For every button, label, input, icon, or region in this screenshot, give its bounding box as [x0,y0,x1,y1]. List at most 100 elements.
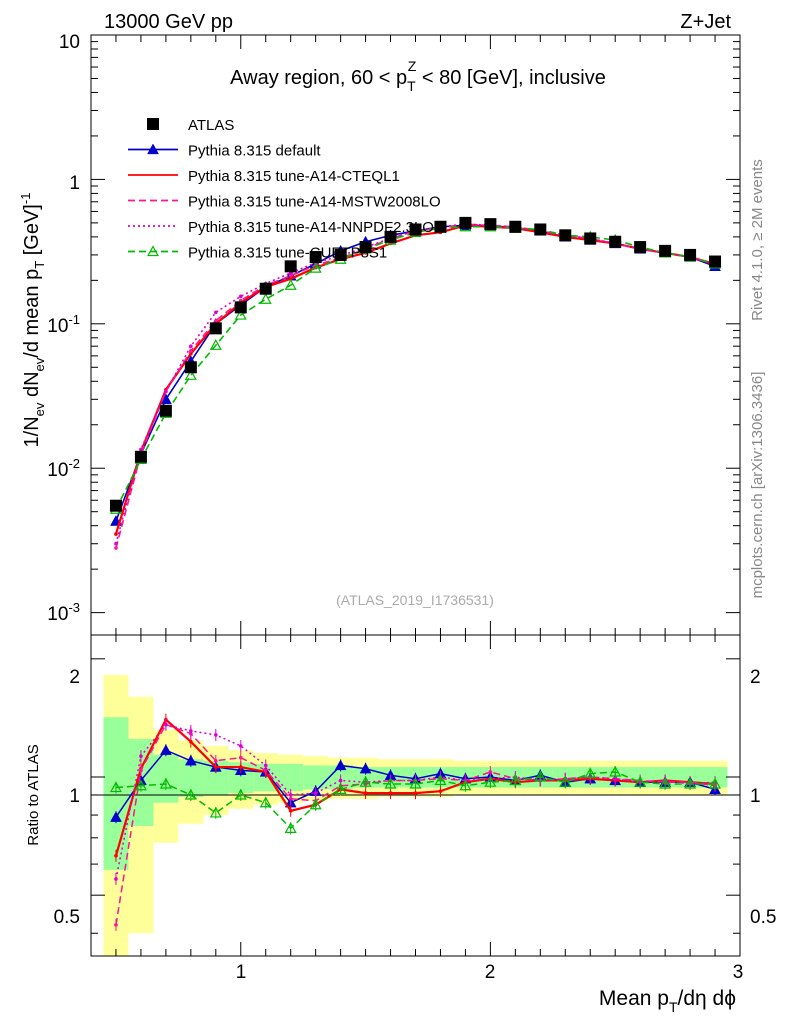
ratio-point-4-18 [559,775,572,787]
legend-label-0: ATLAS [188,117,234,134]
main-point-0-9 [334,248,347,261]
main-series-layer [109,216,722,550]
main-point-5-3 [184,369,197,380]
ratio-point-1-13 [438,789,443,794]
main-series-3 [114,222,717,550]
main-point-0-0 [109,499,122,512]
main-point-0-8 [309,251,322,264]
ratio-point-3-1 [139,754,143,758]
legend-entry-2: Pythia 8.315 tune-A14-CTEQL1 [128,168,400,185]
ratio-point-0-10 [359,762,372,774]
ratio-point-1-12 [413,791,418,795]
main-point-0-14 [459,216,472,229]
main-point-0-13 [434,220,447,233]
main-point-0-15 [484,218,497,231]
legend-entry-3: Pythia 8.315 tune-A14-MSTW2008LO [128,194,441,211]
ratio-point-4-3 [184,788,197,800]
ratio-point-4-16 [509,774,522,786]
legend-entry-0: ATLAS [147,117,234,134]
ratio-point-4-19 [584,767,597,779]
main-point-4-1 [139,447,143,452]
green-band-bin-7 [278,763,304,792]
process-label: Z+Jet [680,11,731,33]
ratio-ytick-label-0.5-right: 0.5 [750,907,776,928]
ratio-y-axis-label: Ratio to ATLAS [25,744,42,845]
ratio-point-4-9 [334,783,347,794]
green-band-bin-8 [303,765,329,790]
energy-label: 13000 GeV pp [104,11,233,33]
ratio-point-4-1 [134,779,147,791]
ratio-point-4-15 [484,775,497,787]
main-series-line-1 [115,224,716,522]
xtick-label-2: 2 [485,962,496,983]
main-point-0-10 [359,241,372,254]
ratio-uncertainty-bands [103,674,728,956]
ratio-point-1-7 [288,809,293,813]
ratio-point-4-11 [384,777,397,789]
main-series-line-4 [115,223,716,544]
main-point-0-3 [184,361,197,374]
main-point-5-5 [234,308,247,320]
legend-entry-5: Pythia 8.315 tune-CUETP8S1 [128,245,387,262]
ratio-ytick-label-2-left: 2 [69,667,80,688]
main-point-4-0 [114,541,118,546]
xtick-label-1: 1 [236,962,247,983]
main-series-line-2 [114,224,716,535]
main-point-0-12 [409,223,422,236]
main-point-0-20 [609,235,622,248]
ratio-ytick-label-1-right: 1 [750,786,761,807]
ratio-point-4-21 [634,775,647,787]
main-point-4-3 [189,344,193,348]
ratio-point-0-3 [184,754,197,766]
x-axis-label: Mean pT/dη dϕ [599,987,736,1015]
main-point-0-17 [534,223,547,236]
main-point-0-1 [134,450,147,463]
ratio-point-1-0 [114,853,118,858]
ytick-label-0.01: 10-2 [47,456,80,481]
main-point-3-4 [214,318,218,323]
ratio-point-3-8 [313,791,318,795]
main-point-2-7 [288,276,293,281]
ratio-point-4-0 [109,781,122,793]
legend-label-5: Pythia 8.315 tune-CUETP8S1 [188,245,387,262]
mcplots-label: mcplots.cern.ch [arXiv:1306.3436] [749,372,766,599]
ratio-point-2-5 [238,755,243,760]
legend-label-2: Pythia 8.315 tune-A14-CTEQL1 [188,168,400,185]
main-point-0-6 [259,282,272,295]
ratio-point-3-3 [189,729,193,733]
legend: ATLAS Pythia 8.315 default Pythia 8.315 tu… [128,117,441,262]
ratio-ytick-label-2-right: 2 [750,667,761,688]
legend-marker-0 [147,118,159,130]
main-point-5-4 [209,339,222,350]
ratio-point-3-0 [114,877,118,881]
ratio-point-3-20 [613,776,617,781]
ratio-point-4-22 [659,777,672,789]
ratio-point-3-4 [214,733,218,737]
main-point-4-4 [214,310,218,315]
main-point-4-5 [238,294,243,299]
ratio-point-4-5 [234,788,247,800]
ratio-point-4-17 [534,770,547,782]
legend-label-1: Pythia 8.315 default [188,143,321,160]
main-title: Away region, 60 < pTZ < 80 [GeV], inclus… [230,58,606,94]
ratio-point-2-1 [139,768,143,773]
ratio-point-4-8 [309,798,322,810]
main-point-0-2 [159,404,172,417]
ratio-point-0-2 [159,744,172,755]
ratio-point-4-14 [459,779,472,791]
main-series-1 [110,219,721,526]
main-series-5 [109,220,722,514]
ratio-point-4-20 [609,765,622,777]
rivet-label: Rivet 4.1.0, ≥ 2M events [749,159,766,321]
ratio-point-1-11 [388,791,393,795]
legend-label-3: Pythia 8.315 tune-A14-MSTW2008LO [188,194,441,211]
main-point-0-24 [709,255,722,268]
ratio-point-1-5 [238,765,243,769]
ratio-point-3-5 [238,744,243,748]
main-point-4-2 [164,389,168,394]
main-panel: Away region, 60 < pTZ < 80 [GeV], inclus… [18,32,741,636]
ratio-point-3-2 [164,722,168,727]
ratio-point-3-9 [338,778,343,783]
ratio-point-2-15 [488,770,493,774]
ratio-point-1-4 [214,765,218,769]
